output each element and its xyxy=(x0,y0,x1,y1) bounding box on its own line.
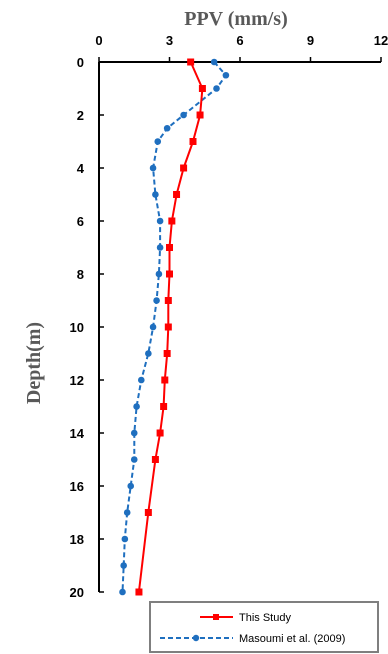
data-point-masoumi xyxy=(153,297,160,304)
legend: This Study Masoumi et al. (2009) xyxy=(149,601,379,653)
series-line-this-study xyxy=(137,61,204,593)
data-point-this-study xyxy=(180,164,188,172)
x-tick-label: 3 xyxy=(166,33,173,48)
data-point-masoumi xyxy=(163,124,171,132)
data-point-masoumi xyxy=(130,429,138,437)
legend-marker-this-study xyxy=(213,614,219,620)
data-point-masoumi xyxy=(156,244,164,251)
x-tick-label: 0 xyxy=(95,33,102,48)
data-point-this-study xyxy=(161,376,169,384)
data-point-this-study xyxy=(156,429,164,437)
data-point-masoumi xyxy=(133,403,140,410)
data-point-masoumi xyxy=(138,376,145,384)
data-point-this-study xyxy=(144,509,152,516)
data-point-this-study xyxy=(196,111,204,119)
data-point-this-study xyxy=(187,58,195,66)
data-point-this-study xyxy=(151,456,159,463)
y-tick-label: 2 xyxy=(77,108,84,123)
x-axis-ticks: 0 3 6 9 12 xyxy=(95,33,388,62)
data-point-this-study xyxy=(166,270,173,278)
legend-label-masoumi: Masoumi et al. (2009) xyxy=(239,633,345,645)
data-point-masoumi xyxy=(152,191,159,198)
data-point-masoumi xyxy=(155,270,163,278)
data-point-masoumi xyxy=(120,562,127,569)
data-point-masoumi xyxy=(156,217,164,225)
data-point-this-study xyxy=(173,191,181,198)
data-point-masoumi xyxy=(123,509,131,516)
data-point-masoumi xyxy=(213,85,220,92)
x-tick-label: 12 xyxy=(374,33,388,48)
legend-marker-masoumi xyxy=(192,634,200,642)
data-point-masoumi xyxy=(121,535,129,543)
data-point-masoumi xyxy=(149,164,157,172)
data-point-this-study xyxy=(164,297,172,304)
data-point-this-study xyxy=(168,217,176,225)
y-axis-title: Depth(m) xyxy=(23,322,45,404)
y-tick-label: 12 xyxy=(70,373,84,388)
data-point-this-study xyxy=(163,350,171,357)
y-tick-label: 18 xyxy=(70,532,84,547)
y-tick-label: 4 xyxy=(77,161,85,176)
data-point-masoumi xyxy=(210,58,218,66)
data-point-masoumi xyxy=(154,138,162,145)
data-point-masoumi xyxy=(149,323,157,331)
legend-label-this-study: This Study xyxy=(239,612,291,624)
data-point-this-study xyxy=(164,323,172,331)
data-point-masoumi xyxy=(145,350,152,357)
x-tick-label: 6 xyxy=(236,33,243,48)
y-tick-label: 6 xyxy=(77,214,84,229)
y-tick-label: 16 xyxy=(70,479,84,494)
series-layer xyxy=(119,58,230,596)
data-point-this-study xyxy=(135,588,143,596)
series-line-masoumi xyxy=(121,61,227,593)
data-point-this-study xyxy=(166,244,173,251)
data-point-masoumi xyxy=(127,482,135,490)
y-tick-label: 0 xyxy=(77,55,84,70)
data-point-masoumi xyxy=(119,588,126,596)
data-point-masoumi xyxy=(130,456,138,463)
x-tick-label: 9 xyxy=(307,33,314,48)
data-point-masoumi xyxy=(180,111,187,119)
y-tick-label: 8 xyxy=(77,267,84,282)
data-point-this-study xyxy=(198,85,206,92)
y-tick-label: 20 xyxy=(70,585,84,600)
y-tick-label: 14 xyxy=(70,426,85,441)
data-point-masoumi xyxy=(222,71,230,79)
legend-box xyxy=(149,601,379,653)
data-point-this-study xyxy=(160,403,168,410)
axes xyxy=(98,61,381,592)
series-this-study xyxy=(135,58,206,596)
series-masoumi xyxy=(119,58,230,596)
data-point-this-study xyxy=(189,138,197,145)
y-axis-ticks: 0 2 4 6 8 10 12 14 16 18 20 xyxy=(70,55,104,600)
y-tick-label: 10 xyxy=(70,320,84,335)
x-axis-title: PPV (mm/s) xyxy=(184,8,288,30)
